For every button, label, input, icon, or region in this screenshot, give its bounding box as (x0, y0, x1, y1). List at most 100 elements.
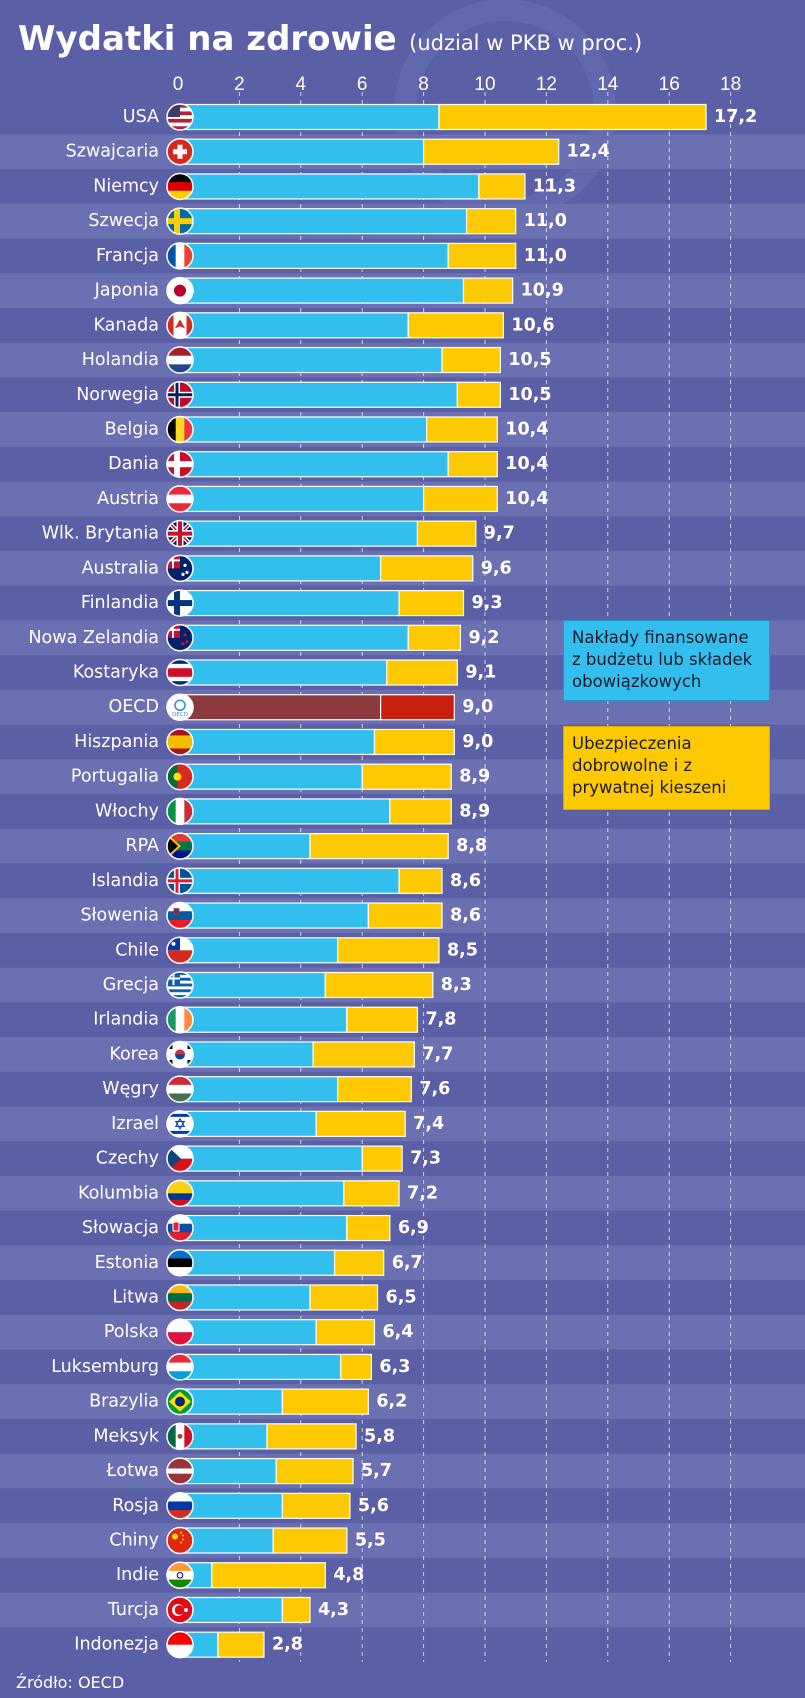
flag-trigram (169, 1059, 173, 1065)
flag-stripe (167, 1232, 193, 1242)
category-label: Litwa (112, 1287, 159, 1307)
category-label: Australia (82, 558, 159, 578)
india-flag-icon (167, 1562, 193, 1589)
flag-star (184, 1607, 188, 1612)
flag-trigram (187, 1059, 191, 1065)
flag-border (166, 137, 194, 166)
bar-public (177, 520, 419, 547)
flag-border (166, 276, 194, 305)
flag-stripe (167, 1267, 193, 1276)
flag-canton (172, 624, 174, 638)
category-label: Brazylia (89, 1392, 159, 1412)
bar-private (465, 208, 517, 235)
flag-border (166, 1005, 194, 1034)
flag-stripe (167, 1223, 193, 1233)
flag-border (166, 762, 194, 791)
slovakia-flag-icon (167, 1215, 193, 1242)
bar-private (386, 659, 458, 686)
flag-border (166, 1422, 194, 1451)
category-label: Finlandia (81, 593, 159, 613)
flag-star (181, 642, 185, 646)
category-label: Łotwa (106, 1461, 159, 1481)
value-label: 8,9 (459, 767, 490, 787)
flag-border (166, 1040, 194, 1069)
flag-stripe (175, 1006, 185, 1033)
flag-stripe (167, 1371, 193, 1380)
flag-stripe (167, 182, 193, 192)
x-tick-label: 14 (597, 74, 619, 95)
category-label: Islandia (91, 871, 159, 891)
flag-border (166, 693, 194, 721)
south-africa-flag-icon (167, 833, 193, 860)
bar-private (462, 277, 514, 304)
value-label: 10,5 (508, 350, 551, 370)
bar-public (177, 798, 391, 825)
category-label: Indie (116, 1565, 159, 1585)
value-label: 6,9 (398, 1218, 429, 1238)
value-label: 8,6 (450, 871, 481, 891)
russia-flag-icon (167, 1492, 193, 1519)
canada-flag-icon (167, 312, 193, 339)
bar-public (177, 1249, 336, 1276)
flag-stripe (167, 672, 193, 678)
flag-border (166, 346, 194, 374)
flag-stripe (167, 1193, 193, 1201)
bar-public (177, 1353, 342, 1381)
flag-stripe (167, 668, 193, 674)
poland-flag-icon (167, 1319, 193, 1346)
bar-private (337, 1076, 412, 1103)
value-label: 9,0 (462, 732, 493, 752)
flag-stripe (167, 1492, 193, 1502)
flag-stripe (167, 1249, 193, 1259)
flag-trigram (169, 1043, 173, 1049)
chart-subtitle: (udzial w PKB w proc.) (409, 31, 642, 55)
bar-private (337, 937, 440, 964)
value-label: 6,5 (386, 1287, 417, 1307)
flag-stripe (184, 798, 193, 825)
flag-stripe (167, 1199, 193, 1207)
category-label: Grecja (103, 975, 159, 995)
bar-private (340, 1353, 373, 1381)
bar-public (177, 346, 443, 374)
flag-star (180, 1541, 182, 1544)
category-label: Belgia (105, 419, 159, 439)
flag-stripe (167, 950, 193, 964)
bar-private (309, 1284, 379, 1311)
bar-public (177, 833, 311, 860)
category-label: Japonia (94, 281, 159, 301)
flag-stripe (167, 1332, 193, 1346)
belgium-flag-icon (167, 416, 193, 443)
bar-public (177, 416, 428, 443)
bar-private (416, 520, 477, 547)
bar-public (177, 381, 458, 408)
flag-cross (178, 520, 182, 547)
bar-public (177, 242, 449, 269)
category-label: Polska (104, 1322, 159, 1342)
flag-border (166, 485, 194, 513)
bar-private (315, 1110, 406, 1137)
colombia-flag-icon (167, 1180, 193, 1207)
value-label: 10,4 (505, 419, 548, 439)
flag-border (166, 1318, 194, 1346)
flag-border (166, 519, 194, 548)
value-label: 7,2 (407, 1183, 438, 1203)
mexico-flag-icon (167, 1423, 193, 1450)
category-label: Portugalia (71, 767, 159, 787)
bar-public (177, 589, 400, 617)
category-label: Chiny (109, 1531, 159, 1551)
flag-emblem (177, 1433, 183, 1439)
category-label: Holandia (82, 350, 159, 370)
flag-border (166, 1353, 194, 1381)
category-label: Niemcy (93, 176, 159, 196)
value-label: 10,4 (505, 454, 548, 474)
x-tick-label: 8 (418, 74, 429, 95)
flag-star (180, 1531, 182, 1534)
bar-private (346, 1214, 391, 1242)
flag-emblem (173, 908, 180, 915)
category-label: RPA (125, 836, 159, 856)
category-label: Wlk. Brytania (42, 524, 159, 544)
bar-public (177, 1284, 311, 1311)
category-label: Korea (109, 1044, 159, 1064)
flag-border (166, 172, 194, 201)
flag-stripe (167, 1362, 193, 1372)
